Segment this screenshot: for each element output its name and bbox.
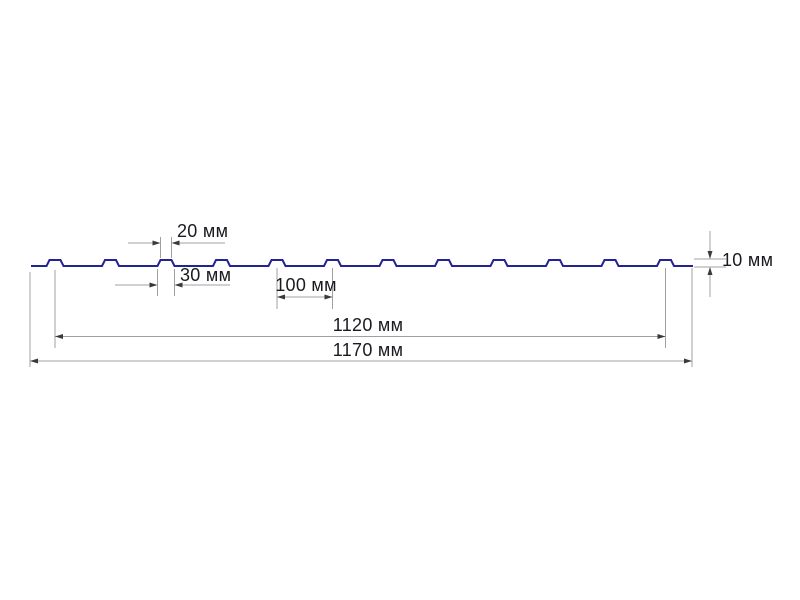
sheet-profile <box>31 259 693 267</box>
arrow-left-icon <box>171 240 180 246</box>
dim-rib-base-width: 30 мм <box>115 265 231 296</box>
dim-overall-width: 1170 мм <box>29 268 693 367</box>
dim-rib-pitch-label: 100 мм <box>275 275 337 295</box>
dim-rib-top-width: 20 мм <box>128 221 228 258</box>
dim-rib-base-width-label: 30 мм <box>180 265 231 285</box>
arrow-left-icon <box>30 358 38 364</box>
dim-overall-width-label: 1170 мм <box>333 340 404 360</box>
arrow-left-icon <box>55 334 63 339</box>
dim-useful-width-label: 1120 мм <box>333 315 404 335</box>
arrow-right-icon <box>152 240 161 246</box>
sheet-profile-path <box>31 259 693 267</box>
arrow-up-icon <box>707 267 713 275</box>
dim-profile-height: 10 мм <box>694 231 773 297</box>
dim-profile-height-label: 10 мм <box>722 250 773 270</box>
dim-rib-pitch: 100 мм <box>275 268 337 309</box>
arrow-right-icon <box>684 358 692 364</box>
dim-useful-width: 1120 мм <box>54 268 666 348</box>
arrow-right-icon <box>324 294 333 300</box>
arrow-left-icon <box>174 282 183 288</box>
arrow-down-icon <box>707 251 713 259</box>
arrow-right-icon <box>149 282 158 288</box>
arrow-left-icon <box>277 294 285 300</box>
arrow-right-icon <box>657 334 666 339</box>
dim-rib-top-width-label: 20 мм <box>177 221 228 241</box>
